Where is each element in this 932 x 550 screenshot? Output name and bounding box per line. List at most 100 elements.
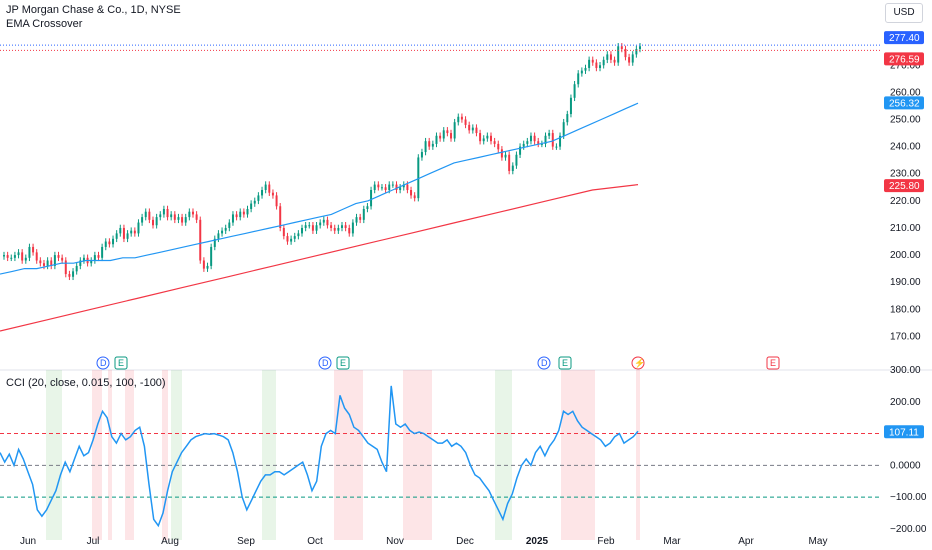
candle-body: [126, 233, 129, 239]
cci-zone: [108, 370, 112, 540]
candle-body: [431, 143, 434, 147]
candle-body: [384, 187, 387, 190]
candle-body: [213, 238, 216, 247]
event-label: D: [322, 358, 329, 368]
candle-body: [508, 154, 511, 172]
cci-zone: [561, 370, 595, 540]
cci-value-tag: [884, 425, 924, 439]
candle-body: [537, 141, 540, 144]
currency-button[interactable]: USD: [885, 3, 923, 23]
price-tag-bg: [884, 96, 924, 110]
candle-body: [159, 214, 162, 218]
candle-body: [286, 236, 289, 242]
candle-body: [166, 208, 169, 218]
candle-body: [10, 257, 13, 259]
candle-body: [624, 48, 627, 58]
candle-body: [555, 146, 558, 148]
candle-body: [228, 222, 231, 228]
candle-body: [326, 219, 329, 226]
candle-body: [221, 230, 224, 234]
candle-body: [377, 184, 380, 188]
cci-axis-tick: 300.00: [890, 365, 921, 376]
event-badge: [336, 356, 350, 370]
event-label: E: [118, 358, 124, 368]
candle-body: [319, 222, 322, 226]
event-badge: [558, 356, 572, 370]
candle-body: [202, 260, 205, 269]
event-earnings: E: [336, 356, 350, 370]
cci-zone: [495, 370, 512, 540]
candle-body: [97, 255, 100, 258]
candle-body: [580, 70, 583, 74]
candle-body: [548, 133, 551, 136]
candle-body: [435, 135, 438, 144]
candle-body: [235, 214, 238, 218]
x-axis-tick: Apr: [738, 536, 754, 547]
candle-body: [573, 84, 576, 98]
event-earnings: E: [558, 356, 572, 370]
event-badge: [114, 356, 128, 370]
candle-body: [253, 200, 256, 204]
candle-body: [457, 116, 460, 123]
candle-body: [275, 195, 278, 207]
candle-body: [559, 135, 562, 147]
candle-body: [428, 141, 431, 147]
price-tag: 277.40: [884, 31, 924, 45]
candle-body: [206, 265, 209, 269]
event-dividend: D: [318, 356, 332, 370]
cci-line: [0, 385, 639, 528]
price-axis-tick: 210.00: [890, 223, 921, 234]
ema-fast-line: [0, 102, 639, 275]
candle-body: [562, 122, 565, 136]
cci-axis-tick: 0.0000: [890, 460, 921, 471]
candle-body: [515, 154, 518, 166]
candle-body: [497, 143, 500, 150]
candle-body: [609, 54, 612, 60]
candle-body: [380, 187, 383, 189]
candle-body: [628, 57, 631, 63]
candle-body: [544, 135, 547, 144]
candle-body: [261, 190, 264, 196]
candle-body: [130, 230, 133, 234]
candle-body: [264, 184, 267, 190]
candle-body: [522, 143, 525, 147]
candle-body: [93, 255, 96, 261]
candle-body: [195, 214, 198, 220]
candle-body: [64, 260, 67, 275]
candle-body: [417, 157, 420, 199]
candle-body: [3, 255, 5, 257]
candle-body: [141, 217, 144, 223]
candle-body: [271, 192, 274, 196]
candle-body: [90, 260, 93, 264]
candle-body: [13, 255, 16, 258]
price-tag-label: 277.40: [889, 33, 920, 44]
candle-body: [39, 260, 42, 264]
candle-body: [322, 219, 325, 223]
cci-zone: [636, 370, 640, 540]
event-label: E: [562, 358, 568, 368]
candle-body: [79, 260, 82, 266]
price-axis-tick: 260.00: [890, 87, 921, 98]
price-axis-tick: 170.00: [890, 331, 921, 342]
candle-body: [388, 184, 391, 190]
candle-body: [115, 233, 118, 239]
candle-body: [268, 184, 271, 193]
price-tag-bg: [884, 31, 924, 45]
candle-body: [639, 46, 641, 49]
price-tag-label: 276.59: [889, 54, 920, 65]
candle-body: [308, 225, 311, 227]
candle-body: [529, 135, 532, 142]
candle-body: [119, 227, 122, 234]
event-badge: [631, 356, 645, 370]
candle-body: [566, 114, 569, 123]
event-split: ⚡: [631, 356, 645, 370]
candle-body: [217, 233, 220, 239]
cci-zone: [403, 370, 432, 540]
candle-body: [184, 217, 187, 223]
x-axis-tick: 2025: [526, 536, 549, 547]
candle-body: [446, 130, 449, 134]
candle-body: [72, 271, 75, 277]
candle-body: [101, 246, 104, 258]
candle-body: [152, 219, 155, 226]
